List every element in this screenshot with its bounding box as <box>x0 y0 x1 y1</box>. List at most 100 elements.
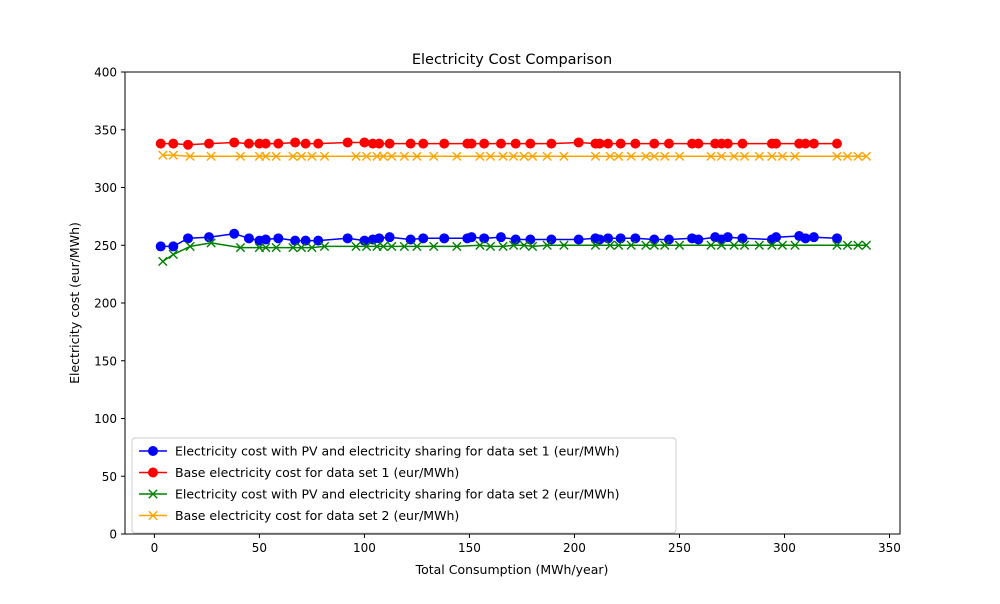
marker-stroke <box>261 151 271 162</box>
series-2-point <box>510 138 521 149</box>
marker-stroke <box>626 240 636 250</box>
marker-stroke <box>832 151 842 162</box>
series-4-point <box>319 151 330 162</box>
legend-marker <box>148 510 158 521</box>
marker-stroke <box>542 240 552 250</box>
series-4-point <box>674 151 685 162</box>
marker-stroke <box>754 151 764 162</box>
series-1-point <box>771 232 782 243</box>
series-3-point <box>832 240 842 250</box>
series-3-point <box>641 240 651 250</box>
y-tick-label: 250 <box>94 239 117 253</box>
series-1-point <box>479 233 490 244</box>
series-1-point <box>384 232 395 243</box>
series-4-point <box>777 151 788 162</box>
series-4-point <box>754 151 764 162</box>
series-3-point <box>158 256 168 267</box>
y-tick-label: 400 <box>94 66 117 80</box>
series-1-point <box>300 235 311 246</box>
series-1-point <box>615 233 626 244</box>
x-tick-label: 0 <box>151 541 159 555</box>
marker-stroke <box>790 240 800 250</box>
marker-stroke <box>271 151 281 162</box>
series-4-point <box>296 151 307 162</box>
series-2-point <box>290 137 301 148</box>
series-1-point <box>439 233 450 244</box>
series-2-point <box>342 137 353 148</box>
marker-stroke <box>307 242 317 253</box>
x-axis-ticks: 0 50 100 150 200 250 300 350 <box>151 534 901 555</box>
marker-stroke <box>452 241 462 252</box>
series-3-point <box>288 242 298 253</box>
series-3-point <box>729 240 739 250</box>
marker-stroke <box>626 151 636 162</box>
legend-entry: Base electricity cost for data set 1 (eu… <box>139 465 459 480</box>
marker-stroke <box>485 151 496 162</box>
series-3-point <box>475 240 485 250</box>
series-4-point <box>361 151 372 162</box>
y-tick-label: 100 <box>94 412 117 426</box>
series-3-point <box>790 240 800 250</box>
marker-stroke <box>832 240 842 250</box>
marker-stroke <box>148 510 158 521</box>
series-4-point <box>542 151 552 162</box>
series-1-point <box>594 234 605 245</box>
series-4-point <box>832 151 842 162</box>
series-3-point <box>605 240 615 250</box>
marker-stroke <box>861 151 872 162</box>
series-2-point <box>603 138 614 149</box>
marker-stroke <box>542 151 552 162</box>
marker-stroke <box>739 240 750 250</box>
marker-stroke <box>475 240 485 250</box>
series-4-point <box>498 151 508 162</box>
legend-label: Base electricity cost for data set 1 (eu… <box>175 465 459 480</box>
series-3-point <box>361 241 372 252</box>
marker-stroke <box>288 242 298 253</box>
series-4-point <box>660 151 670 162</box>
marker-stroke <box>271 242 281 253</box>
marker-stroke <box>527 241 538 252</box>
series-1-point <box>808 232 819 243</box>
marker-stroke <box>590 240 601 250</box>
series-3-point <box>842 240 853 250</box>
series-3-point <box>452 241 462 252</box>
y-axis-label: Electricity cost (eur/MWh) <box>67 222 82 384</box>
series-2-point <box>495 138 506 149</box>
series-2-point <box>808 138 819 149</box>
marker-stroke <box>767 151 777 162</box>
legend-box <box>131 437 677 534</box>
series-4-point <box>626 151 636 162</box>
series-3-point <box>649 240 659 250</box>
series-2-point <box>722 138 733 149</box>
x-tick-label: 250 <box>668 541 691 555</box>
marker-stroke <box>519 240 529 250</box>
series-3-point <box>307 242 317 253</box>
series-2-point <box>573 137 584 148</box>
series-1-point <box>546 234 557 245</box>
series-2-point <box>313 138 324 149</box>
series-3-point <box>168 249 179 260</box>
series-2-point <box>594 138 605 149</box>
marker-stroke <box>613 240 624 250</box>
series-3-point <box>777 240 788 250</box>
marker-stroke <box>319 151 330 162</box>
series-3 <box>158 238 872 267</box>
y-tick-label: 0 <box>109 528 117 542</box>
marker-stroke <box>519 151 529 162</box>
marker-stroke <box>508 151 519 162</box>
series-3-point <box>754 240 764 250</box>
marker-stroke <box>185 151 195 162</box>
series-2-point <box>183 139 194 150</box>
series-4-point <box>559 151 569 162</box>
marker-stroke <box>590 151 601 162</box>
series-2-point <box>771 138 782 149</box>
x-tick-label: 100 <box>353 541 376 555</box>
series-1-point <box>342 233 353 244</box>
series-1-point <box>800 233 811 244</box>
series-4 <box>158 150 872 162</box>
series-3-point <box>378 241 389 252</box>
marker-stroke <box>296 151 307 162</box>
series-2-point <box>300 138 311 149</box>
series-4-point <box>641 151 651 162</box>
